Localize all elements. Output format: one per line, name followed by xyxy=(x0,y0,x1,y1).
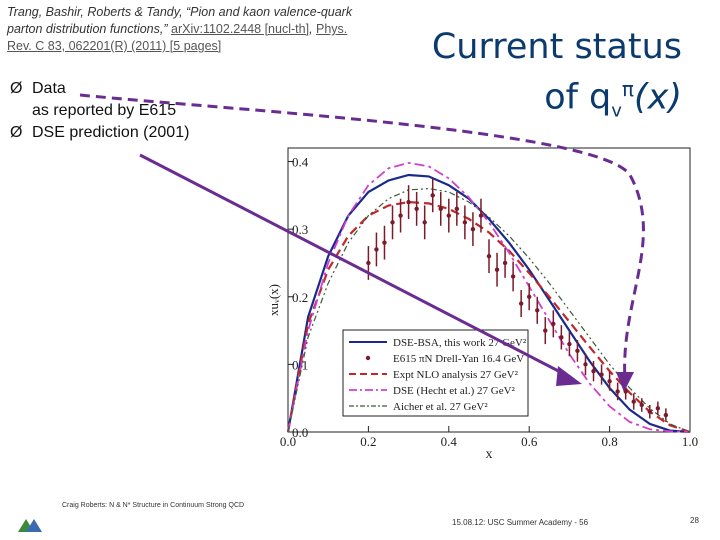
e615-data-point xyxy=(446,213,451,218)
e615-data-point xyxy=(422,220,427,225)
e615-data-point xyxy=(559,335,564,340)
legend-entry: Aicher et al. 27 GeV² xyxy=(393,401,488,413)
y-tick-label: 0.0 xyxy=(292,425,308,440)
slide-title-line2: of qvπ(x) xyxy=(400,68,682,133)
y-tick-label: 0.3 xyxy=(292,222,308,237)
title-of-x: (x) xyxy=(633,77,682,118)
e615-data-point xyxy=(591,368,596,374)
y-tick-label: 0.4 xyxy=(292,155,309,170)
e615-data-point xyxy=(374,247,379,252)
bullet-arrow-icon: Ø xyxy=(10,124,23,141)
e615-data-point xyxy=(454,206,460,212)
e615-data-point xyxy=(575,348,580,354)
e615-data-point xyxy=(599,372,604,377)
legend-entry: DSE-BSA, this work 27 GeV² xyxy=(393,337,527,349)
e615-data-point xyxy=(518,301,524,306)
e615-data-point xyxy=(366,260,371,266)
e615-data-point xyxy=(494,267,500,272)
e615-data-point xyxy=(486,253,492,259)
bullet-arrow-icon: Ø xyxy=(10,80,23,97)
e615-data-point xyxy=(382,240,387,245)
page-number: 28 xyxy=(690,516,699,525)
e615-data-point xyxy=(551,321,556,327)
e615-data-point xyxy=(478,213,484,218)
plot-frame xyxy=(287,147,691,433)
bullet-data: Ø Data as reported by E615 xyxy=(10,78,189,122)
y-axis-label: xuᵥ(x) xyxy=(266,284,281,316)
e615-data-point xyxy=(663,412,669,418)
e615-data-point xyxy=(567,341,572,347)
x-tick-label: 0.4 xyxy=(441,434,458,449)
bullet-dse: Ø DSE prediction (2001) xyxy=(10,122,189,144)
arxiv-link[interactable]: arXiv:1102.2448 [nucl-th] xyxy=(171,22,310,36)
e615-data-point xyxy=(414,206,419,212)
x-tick-label: 0.6 xyxy=(521,434,538,449)
e615-data-point xyxy=(502,260,508,266)
title-q: of q xyxy=(544,77,612,118)
e615-data-point xyxy=(527,294,532,299)
dse-arrow xyxy=(139,153,571,379)
legend-swatch xyxy=(365,355,371,361)
x-tick-label: 0.2 xyxy=(360,434,376,449)
series-line xyxy=(287,187,691,433)
e615-data-point xyxy=(631,399,636,404)
e615-data-point xyxy=(655,406,661,411)
e615-data-point xyxy=(398,213,403,218)
bullet-list: Ø Data as reported by E615 Ø DSE predict… xyxy=(10,78,189,144)
e615-data-point xyxy=(607,379,612,384)
bullet-data-line2: as reported by E615 xyxy=(32,102,177,119)
data-arrow xyxy=(79,93,645,381)
x-tick-label: 1.0 xyxy=(682,434,698,449)
logo-icon xyxy=(14,516,44,539)
e615-data-point xyxy=(406,199,411,205)
title-sup-pi: π xyxy=(621,77,634,101)
e615-data-point xyxy=(430,193,435,198)
reference-citation: Trang, Bashir, Roberts & Tandy, “Pion an… xyxy=(7,4,367,55)
x-axis-label: x xyxy=(486,447,493,462)
e615-data-point xyxy=(647,409,652,414)
slide-title: Current status of qvπ(x) xyxy=(400,26,682,133)
e615-data-point xyxy=(438,206,443,212)
e615-data-point xyxy=(390,220,395,225)
e615-data-point xyxy=(510,274,516,279)
e615-data-point xyxy=(543,328,548,333)
legend-entry: Expt NLO analysis 27 GeV² xyxy=(393,369,519,381)
e615-data-point xyxy=(470,226,476,232)
bullet-dse-line1: DSE prediction (2001) xyxy=(32,124,190,141)
series-line xyxy=(286,200,691,434)
legend-entry: E615 πN Drell-Yan 16.4 GeV xyxy=(393,353,524,365)
x-tick-label: 0.0 xyxy=(280,434,296,449)
series-line xyxy=(286,173,691,434)
legend-entry: DSE (Hecht et al.) 27 GeV² xyxy=(393,385,516,397)
title-sub-v: v xyxy=(611,100,622,122)
e615-data-point xyxy=(462,220,468,225)
slide-title-line1: Current status xyxy=(431,27,682,67)
reference-separator: , xyxy=(309,22,317,36)
series-line xyxy=(287,161,691,433)
e615-data-point xyxy=(615,389,620,394)
e615-data-point xyxy=(535,308,540,313)
footer-left: Craig Roberts: N & N* Structure in Conti… xyxy=(62,502,245,509)
footer-right: 15.08.12: USC Summer Academy - 56 xyxy=(452,518,589,527)
dse-arrow-head-icon xyxy=(556,366,582,386)
reference-authors-title: Trang, Bashir, Roberts & Tandy, “Pion an… xyxy=(7,5,353,36)
bullet-data-line1: Data xyxy=(32,80,66,97)
e615-data-point xyxy=(583,362,588,367)
journal-link[interactable]: Phys. Rev. C 83, 062201(R) (2011) [5 pag… xyxy=(7,22,348,53)
e615-data-point xyxy=(639,402,644,408)
y-tick-label: 0.2 xyxy=(292,290,308,305)
data-arrow-head-icon xyxy=(616,372,634,392)
x-tick-label: 0.8 xyxy=(601,434,617,449)
